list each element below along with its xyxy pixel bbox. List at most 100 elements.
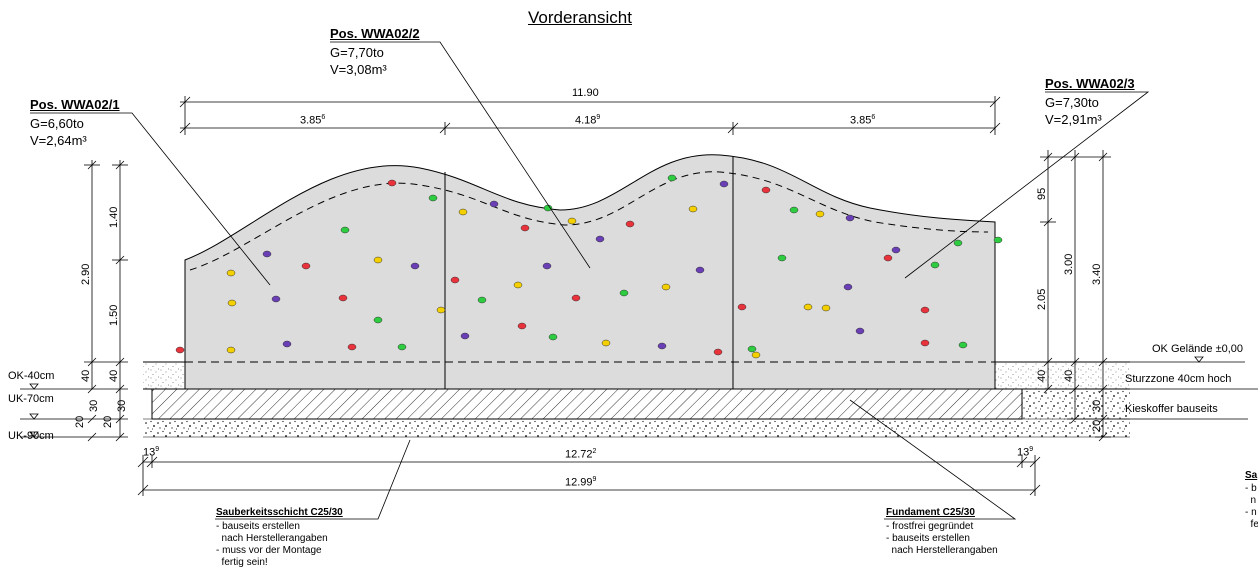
note-sauberkeit-line-4: fertig sein! <box>216 557 268 568</box>
note-fundament-heading: Fundament C25/30 <box>886 507 975 518</box>
climbing-hold <box>387 179 397 187</box>
climbing-hold <box>301 262 311 270</box>
climbing-hold <box>262 250 272 258</box>
climbing-hold <box>460 332 470 340</box>
dim-left-layer-d: 20 <box>102 415 114 428</box>
climbing-hold <box>737 303 747 311</box>
climbing-hold <box>373 316 383 324</box>
climbing-hold <box>920 339 930 347</box>
climbing-holds <box>175 174 1003 359</box>
leader-lines <box>30 41 1150 520</box>
climbing-hold <box>450 276 460 284</box>
dim-left-layer-a: 30 <box>88 399 100 412</box>
level-ok-gelaende: OK Gelände ±0,00 <box>1152 343 1244 355</box>
climbing-hold <box>601 339 611 347</box>
bottom-dimension-lines <box>137 455 1041 496</box>
sand-layer-right <box>995 362 1130 389</box>
climbing-hold <box>667 174 677 182</box>
dim-right-height-b: 3.40 <box>1091 263 1103 285</box>
climbing-hold <box>661 283 671 291</box>
dim-top-seg-3: 3.856 <box>850 114 876 127</box>
note-cut-line-3: - n <box>1245 507 1257 518</box>
climbing-hold <box>845 214 855 222</box>
climbing-hold <box>777 254 787 262</box>
position-2-weight: G=7,70to <box>330 45 384 60</box>
climbing-hold <box>477 296 487 304</box>
climbing-hold <box>489 200 499 208</box>
climbing-hold <box>789 206 799 214</box>
climbing-hold <box>993 236 1003 244</box>
climbing-hold <box>226 269 236 277</box>
climbing-hold <box>688 205 698 213</box>
note-sauberkeit-line-1: - bauseits erstellen <box>216 521 300 532</box>
climbing-hold <box>855 327 865 335</box>
dim-left-lower: 1.50 <box>108 304 120 326</box>
gravel-layer <box>143 419 1130 437</box>
climbing-hold <box>930 261 940 269</box>
position-1-heading: Pos. WWA02/1 <box>30 97 120 112</box>
climbing-hold <box>458 208 468 216</box>
position-3-heading: Pos. WWA02/3 <box>1045 76 1135 91</box>
dim-right-middle: 2.05 <box>1036 288 1048 310</box>
note-cut-line-2: n <box>1245 495 1257 506</box>
climbing-hold <box>958 341 968 349</box>
climbing-hold <box>891 246 901 254</box>
level-ok-minus-40: OK-40cm <box>8 370 55 382</box>
dim-right-below-a: 40 <box>1036 369 1048 382</box>
dim-left-layer-b: 30 <box>116 399 128 412</box>
climbing-hold <box>428 194 438 202</box>
sand-layer-left <box>143 362 185 389</box>
climbing-hold <box>695 266 705 274</box>
climbing-hold <box>226 346 236 354</box>
dim-left-below-a: 40 <box>80 369 92 382</box>
position-1-volume: V=2,64m³ <box>30 133 87 148</box>
climbing-hold <box>761 186 771 194</box>
climbing-hold <box>571 294 581 302</box>
climbing-hold <box>410 262 420 270</box>
position-2-heading: Pos. WWA02/2 <box>330 26 420 41</box>
climbing-hold <box>595 235 605 243</box>
climbing-wall <box>175 154 1003 390</box>
climbing-hold <box>340 226 350 234</box>
top-dimension-lines <box>179 96 1001 135</box>
note-fundament-line-3: nach Herstellerangaben <box>886 545 998 556</box>
climbing-hold <box>513 281 523 289</box>
note-cut-heading: Sa <box>1245 470 1258 481</box>
note-fundament-line-1: - frostfrei gegründet <box>886 521 974 532</box>
dim-bottom-right-offset: 139 <box>1017 446 1034 459</box>
climbing-hold <box>517 322 527 330</box>
dim-left-total-height: 2.90 <box>80 263 92 285</box>
dim-bottom-total: 12.999 <box>565 476 597 489</box>
climbing-hold <box>542 262 552 270</box>
note-cut-line-1: - b <box>1245 483 1257 494</box>
climbing-hold <box>548 333 558 341</box>
dim-left-below-b: 40 <box>108 369 120 382</box>
position-1-weight: G=6,60to <box>30 116 84 131</box>
climbing-hold <box>619 289 629 297</box>
climbing-hold <box>373 256 383 264</box>
dim-top-total: 11.90 <box>572 87 599 99</box>
dim-top-seg-2: 4.189 <box>575 114 601 127</box>
left-dimension-lines <box>20 160 128 442</box>
climbing-hold <box>397 343 407 351</box>
dim-right-top: 95 <box>1036 187 1048 200</box>
climbing-hold <box>567 217 577 225</box>
climbing-hold <box>227 299 237 307</box>
level-sturzzone: Sturzzone 40cm hoch <box>1125 373 1232 385</box>
climbing-hold <box>271 295 281 303</box>
climbing-hold <box>713 348 723 356</box>
climbing-hold <box>543 204 553 212</box>
dim-bottom-middle: 12.722 <box>565 448 597 461</box>
level-uk-minus-90: UK-90cm <box>8 430 54 442</box>
climbing-hold <box>520 224 530 232</box>
drawing-title: Vorderansicht <box>528 8 632 27</box>
climbing-hold <box>883 254 893 262</box>
climbing-hold <box>338 294 348 302</box>
climbing-hold <box>625 220 635 228</box>
note-sauberkeit-line-2: nach Herstellerangaben <box>216 533 328 544</box>
climbing-hold <box>747 345 757 353</box>
note-cut-line-4: fe <box>1245 519 1258 530</box>
position-2-volume: V=3,08m³ <box>330 62 387 77</box>
dim-left-layer-c: 20 <box>74 415 86 428</box>
